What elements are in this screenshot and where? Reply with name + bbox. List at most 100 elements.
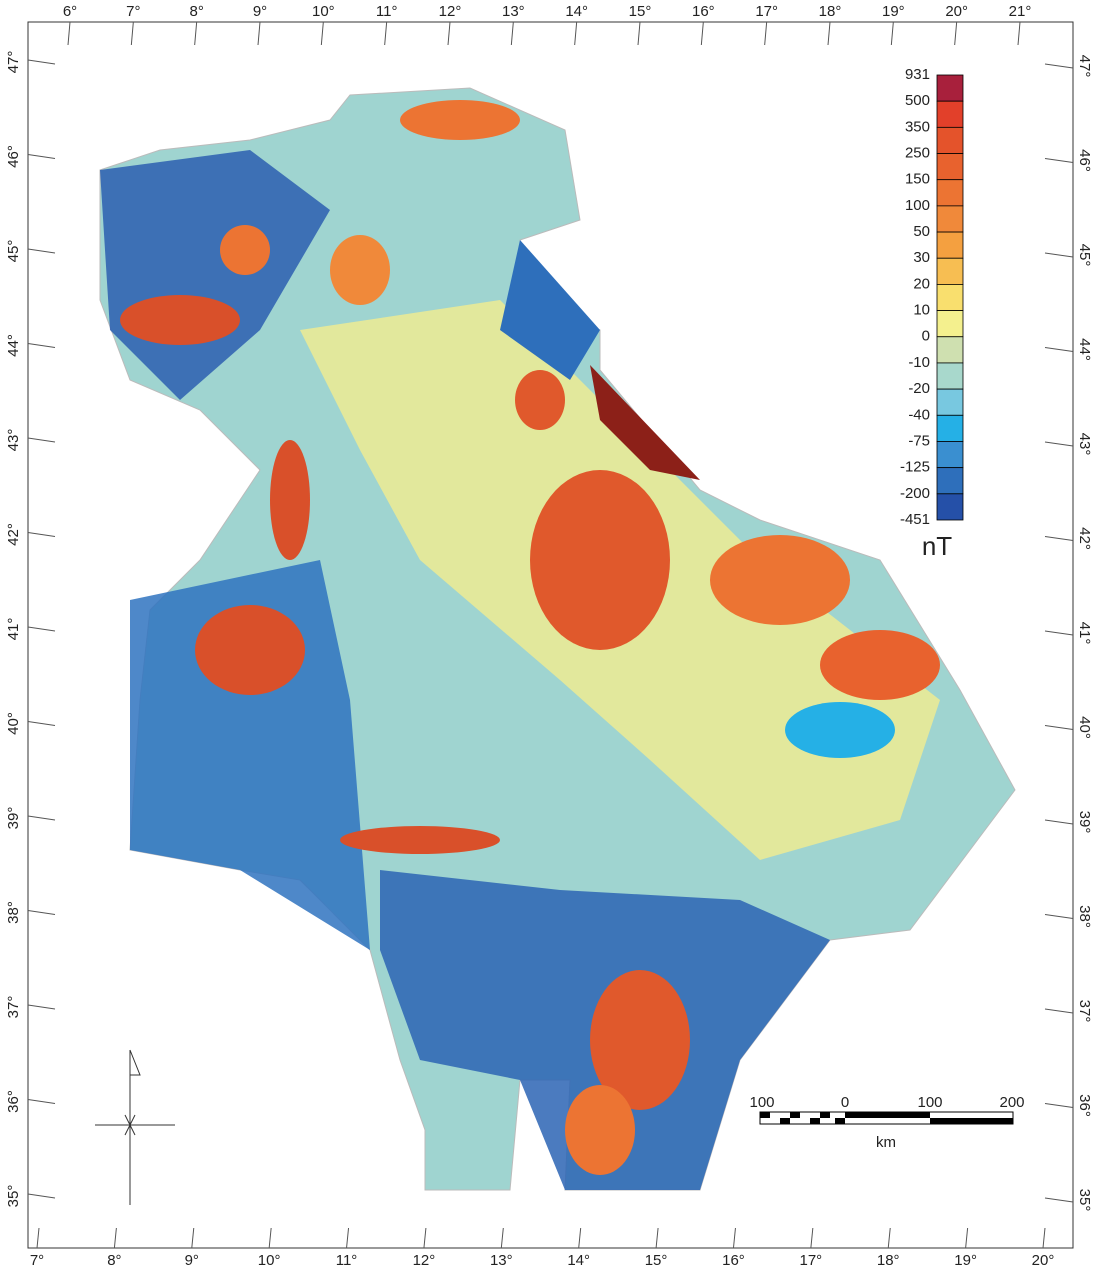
latitude-label: 46° <box>1076 149 1093 172</box>
latitude-label: 39° <box>1076 811 1093 834</box>
legend-swatch <box>937 337 963 363</box>
longitude-label: 16° <box>722 1252 745 1269</box>
latitude-label: 42° <box>5 523 22 546</box>
legend-swatch <box>937 284 963 310</box>
legend-label: 500 <box>905 92 930 109</box>
legend-label: -75 <box>908 432 930 449</box>
longitude-label: 17° <box>800 1252 823 1269</box>
graticule-tick <box>28 155 55 159</box>
latitude-label: 40° <box>5 712 22 735</box>
longitude-label: 20° <box>945 3 968 20</box>
legend-label: 30 <box>913 249 930 266</box>
graticule-tick <box>28 816 55 820</box>
map-page: 6° 7° 8° 9° 10° 11° 12° 13° 14° 15° 16° 17° 18° 19° 20… <box>0 0 1097 1272</box>
latitude-label: 41° <box>1076 622 1093 645</box>
legend-label: 20 <box>913 275 930 292</box>
scale-bar <box>760 1112 1013 1124</box>
graticule-tick <box>828 22 830 45</box>
anomaly-zone <box>515 370 565 430</box>
graticule-tick <box>733 1228 735 1248</box>
longitude-label: 7° <box>126 3 140 20</box>
legend-label: -10 <box>908 354 930 371</box>
graticule-tick <box>1045 820 1073 824</box>
legend-label: 50 <box>913 223 930 240</box>
legend-label: 150 <box>905 171 930 188</box>
graticule-tick <box>195 22 197 45</box>
longitude-label: 6° <box>63 3 77 20</box>
anomaly-zone <box>120 295 240 345</box>
latitude-label: 45° <box>1076 244 1093 267</box>
longitude-label: 10° <box>312 3 335 20</box>
legend-label: 250 <box>905 144 930 161</box>
legend-swatch <box>937 75 963 101</box>
scale-label: 100 <box>917 1094 942 1111</box>
legend-swatch <box>937 180 963 206</box>
longitude-label: 20° <box>1032 1252 1055 1269</box>
latitude-label: 47° <box>1076 55 1093 78</box>
latitude-label: 37° <box>5 996 22 1019</box>
latitude-label: 40° <box>1076 716 1093 739</box>
longitude-label: 13° <box>502 3 525 20</box>
longitude-label: 15° <box>645 1252 668 1269</box>
latitude-label: 36° <box>5 1090 22 1113</box>
longitude-label: 18° <box>877 1252 900 1269</box>
anomaly-map <box>100 88 1015 1190</box>
longitude-label: 9° <box>253 3 267 20</box>
graticule-tick <box>131 22 133 45</box>
north-arrow <box>95 1050 175 1205</box>
legend-label: -200 <box>900 485 930 502</box>
longitude-label: 14° <box>565 3 588 20</box>
graticule-tick <box>28 1005 55 1009</box>
graticule-tick <box>28 533 55 537</box>
anomaly-zone <box>530 470 670 650</box>
graticule-tick <box>258 22 260 45</box>
graticule-tick <box>68 22 70 45</box>
legend-swatch <box>937 101 963 127</box>
graticule-tick <box>28 249 55 253</box>
graticule-tick <box>811 1228 813 1248</box>
legend-label: 100 <box>905 197 930 214</box>
legend-label: -40 <box>908 406 930 423</box>
latitude-label: 45° <box>5 240 22 263</box>
graticule-tick <box>28 1194 55 1198</box>
scale-label: 100 <box>749 1094 774 1111</box>
graticule-tick <box>1045 64 1073 68</box>
legend-label: 10 <box>913 302 930 319</box>
latitude-label: 46° <box>5 145 22 168</box>
legend-label: -125 <box>900 459 930 476</box>
scale-unit: km <box>876 1134 896 1151</box>
latitude-label: 42° <box>1076 527 1093 550</box>
legend-label: 931 <box>905 66 930 83</box>
longitude-label: 17° <box>755 3 778 20</box>
graticule-tick <box>28 60 55 64</box>
legend-swatch <box>937 311 963 337</box>
legend-swatch <box>937 206 963 232</box>
longitude-label: 12° <box>439 3 462 20</box>
anomaly-zone <box>785 702 895 758</box>
longitude-label: 21° <box>1009 3 1032 20</box>
anomaly-zone <box>565 1085 635 1175</box>
latitude-label: 35° <box>1076 1189 1093 1212</box>
legend-swatch <box>937 494 963 520</box>
longitude-label: 14° <box>567 1252 590 1269</box>
legend-swatch <box>937 415 963 441</box>
graticule-tick <box>765 22 767 45</box>
graticule-tick <box>888 1228 890 1248</box>
latitude-label: 38° <box>5 901 22 924</box>
legend-swatch <box>937 154 963 180</box>
graticule-tick <box>321 22 323 45</box>
graticule-tick <box>701 22 703 45</box>
longitude-label: 19° <box>882 3 905 20</box>
longitude-label: 7° <box>30 1252 44 1269</box>
graticule-tick <box>424 1228 426 1248</box>
anomaly-zone <box>710 535 850 625</box>
anomaly-zone <box>195 605 305 695</box>
longitude-label: 11° <box>376 3 398 20</box>
anomaly-zone <box>220 225 270 275</box>
longitude-label: 18° <box>819 3 842 20</box>
legend-unit: nT <box>922 531 952 561</box>
longitude-label: 8° <box>189 3 203 20</box>
legend-swatch <box>937 389 963 415</box>
graticule-tick <box>1045 1198 1073 1202</box>
anomaly-zone <box>340 826 500 854</box>
